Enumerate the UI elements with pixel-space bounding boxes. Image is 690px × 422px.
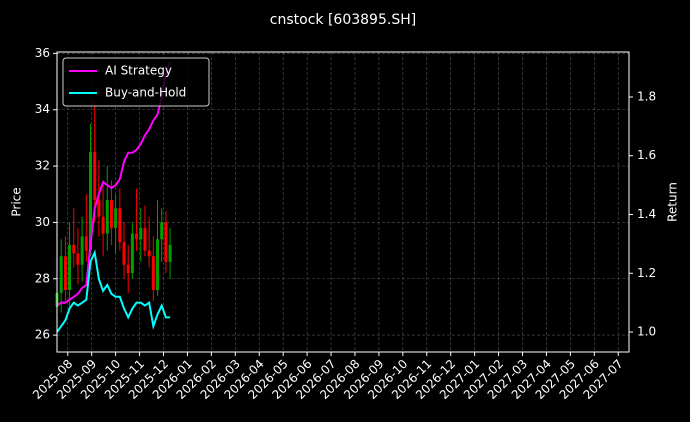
plot-frame bbox=[56, 51, 630, 353]
candle-body bbox=[93, 152, 97, 200]
y-tick-label: 26 bbox=[35, 328, 50, 342]
y2-tick-label: 1.4 bbox=[637, 207, 656, 221]
legend-box bbox=[62, 57, 210, 107]
candle-body bbox=[63, 256, 67, 291]
candle-body bbox=[130, 233, 134, 274]
candle-body bbox=[68, 244, 72, 291]
candle-body bbox=[59, 256, 63, 293]
candle-body bbox=[151, 256, 155, 291]
y-tick-label: 32 bbox=[35, 159, 50, 173]
y2-tick-label: 1.2 bbox=[637, 266, 656, 280]
candle-body bbox=[156, 239, 160, 291]
candle-body bbox=[76, 253, 80, 265]
y2-tick-label: 1.6 bbox=[637, 148, 656, 162]
candle-body bbox=[160, 222, 164, 240]
candle-body bbox=[143, 228, 147, 251]
candle-body bbox=[118, 208, 122, 243]
candle-body bbox=[114, 208, 118, 229]
candle-body bbox=[72, 244, 76, 254]
legend-label: Buy-and-Hold bbox=[105, 86, 186, 100]
candle-body bbox=[105, 199, 109, 234]
candle-body bbox=[84, 236, 88, 251]
chart-title: cnstock [603895.SH] bbox=[270, 12, 416, 28]
candle-body bbox=[147, 250, 151, 257]
candle-body bbox=[101, 216, 105, 234]
candle-body bbox=[168, 244, 172, 262]
y2-axis-label: Return bbox=[666, 182, 680, 222]
candle-body bbox=[139, 228, 143, 240]
candle-body bbox=[97, 199, 101, 217]
candle-body bbox=[126, 264, 130, 274]
candle-body bbox=[135, 233, 139, 240]
y-tick-label: 30 bbox=[35, 215, 50, 229]
line-series bbox=[56, 61, 172, 307]
y-tick-label: 28 bbox=[35, 271, 50, 285]
y2-tick-label: 1.8 bbox=[637, 89, 656, 103]
candle-body bbox=[109, 199, 113, 229]
candle-body bbox=[164, 222, 168, 262]
candle-body bbox=[122, 242, 126, 265]
y-axis-label: Price bbox=[10, 187, 24, 216]
line-series bbox=[56, 249, 171, 333]
y-tick-label: 36 bbox=[35, 46, 50, 60]
y2-tick-label: 1.0 bbox=[637, 325, 656, 339]
candle-body bbox=[80, 236, 84, 265]
candle-body bbox=[89, 152, 93, 251]
y-tick-label: 34 bbox=[35, 102, 50, 116]
legend-label: AI Strategy bbox=[105, 64, 172, 78]
